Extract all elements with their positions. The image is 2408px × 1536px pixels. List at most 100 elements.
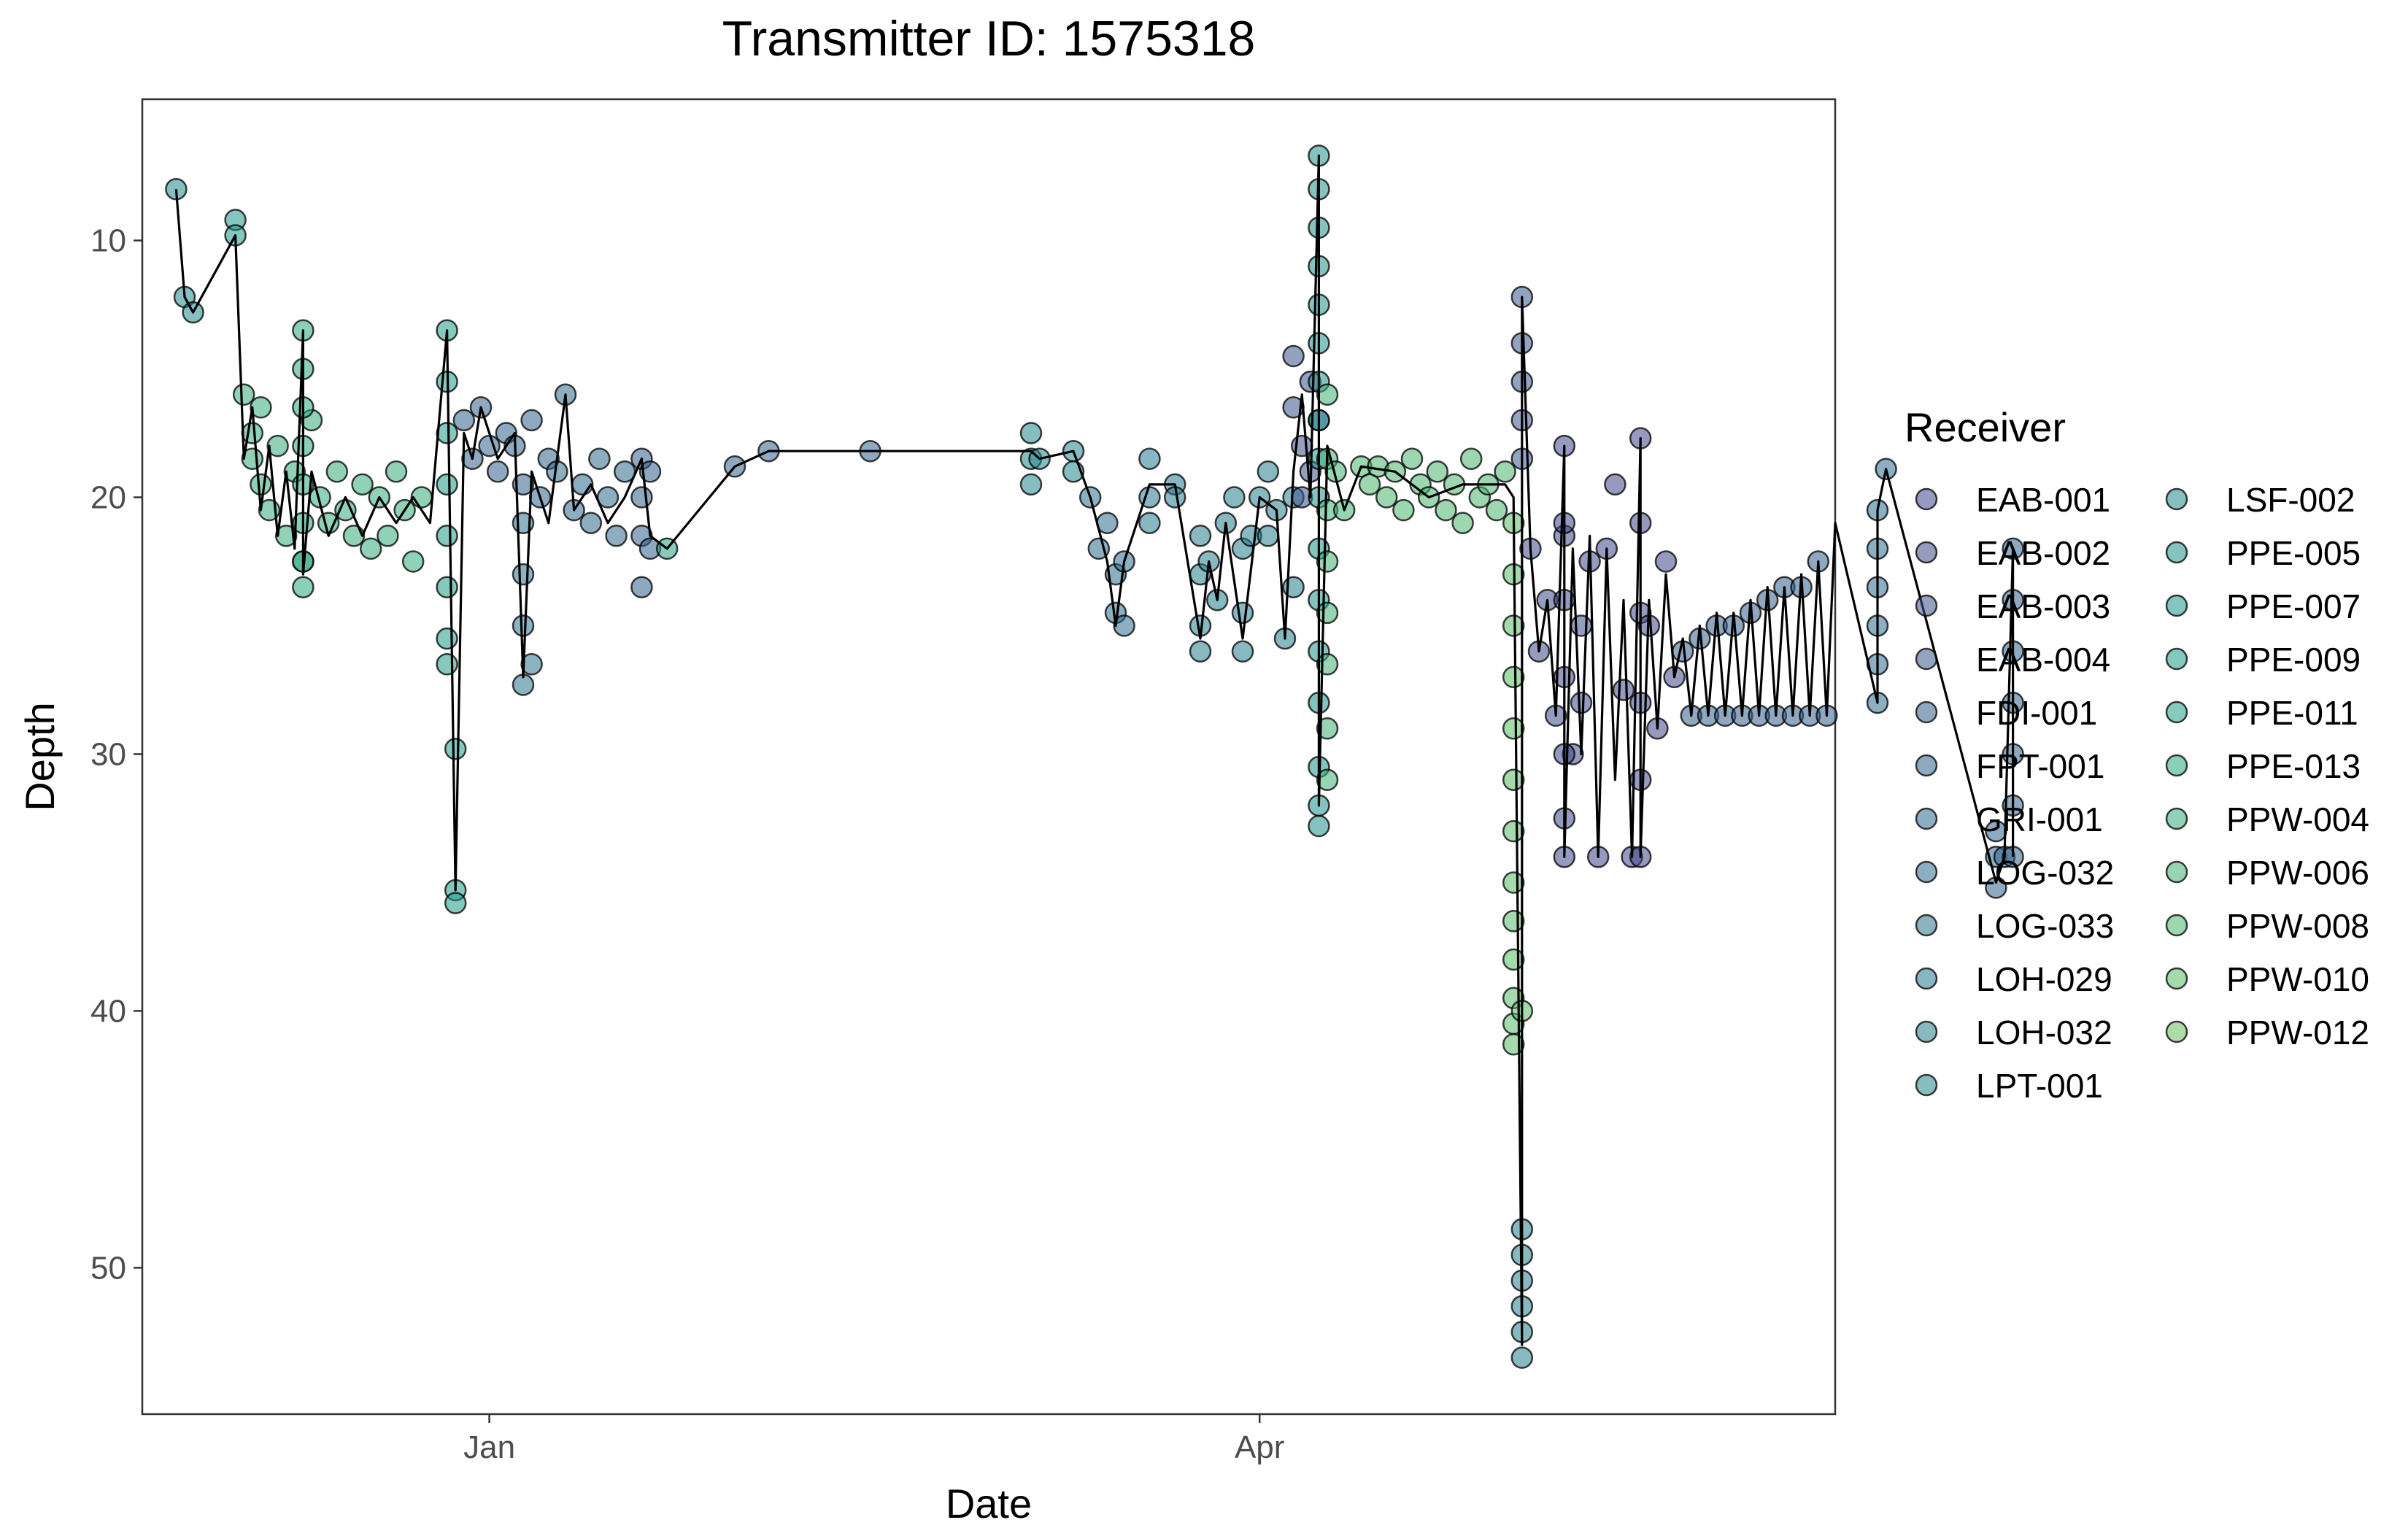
legend-key: [1915, 647, 1938, 671]
legend-item-gri-001: GRI-001: [1915, 800, 2103, 838]
legend-label: LPT-001: [1976, 1067, 2103, 1105]
data-point: [1316, 601, 1339, 625]
legend-item-loh-032: LOH-032: [1915, 1014, 2112, 1051]
legend-label: EAB-003: [1976, 587, 2110, 625]
data-point: [1019, 473, 1043, 496]
data-point: [1257, 460, 1280, 483]
plot-area: [141, 98, 2024, 1416]
data-point: [1400, 447, 1424, 470]
legend-item-ppw-010: PPW-010: [2165, 960, 2369, 998]
legend-key: [1915, 914, 1938, 937]
data-point: [452, 409, 476, 432]
data-point: [1985, 876, 2007, 899]
data-point: [444, 892, 467, 914]
data-point: [630, 486, 653, 509]
legend-label: EAB-001: [1976, 481, 2110, 519]
plot-panel-border: [141, 98, 1837, 1416]
data-point: [588, 447, 611, 470]
data-point: [377, 525, 399, 547]
data-point: [1459, 447, 1483, 470]
legend-key: [2165, 967, 2188, 990]
legend-key: [2165, 487, 2188, 511]
data-point: [1316, 717, 1339, 740]
data-point: [1019, 422, 1043, 444]
data-point: [317, 512, 340, 534]
data-point: [638, 460, 662, 483]
data-point: [436, 576, 458, 598]
legend-label: LOG-032: [1976, 854, 2114, 892]
series-fdi-001: [630, 447, 662, 598]
data-point: [401, 550, 425, 573]
data-point: [1375, 486, 1398, 509]
legend-key: [1915, 860, 1938, 884]
data-point: [520, 653, 543, 676]
data-point: [1502, 910, 1525, 933]
data-point: [241, 422, 264, 444]
legend-key: [1915, 594, 1938, 617]
data-point: [1510, 1346, 1534, 1369]
y-tick-label: 10: [90, 223, 126, 259]
legend-key: [2165, 541, 2188, 564]
legend-label: FDI-001: [1976, 694, 2097, 732]
series-loh-032: [1189, 460, 1305, 663]
legend-item-eab-003: EAB-003: [1915, 587, 2110, 625]
data-point: [1316, 550, 1339, 573]
y-axis-label: Depth: [17, 702, 63, 811]
legend-key: [1915, 807, 1938, 830]
data-point: [436, 473, 458, 496]
data-point: [512, 563, 535, 586]
y-tick-label: 50: [90, 1250, 126, 1286]
legend-item-loh-029: LOH-029: [1915, 960, 2112, 998]
legend-label: PPE-007: [2226, 587, 2361, 625]
data-point: [1502, 614, 1525, 637]
data-point: [436, 653, 458, 676]
legend-label: LOH-032: [1976, 1014, 2112, 1051]
data-point: [436, 627, 458, 650]
series-log-032: [1078, 486, 1135, 637]
x-axis-label: Date: [946, 1481, 1032, 1527]
data-point: [1223, 486, 1246, 509]
data-point: [1570, 614, 1593, 637]
data-point: [292, 576, 314, 598]
data-point: [520, 409, 543, 432]
track-line: [174, 154, 2015, 1346]
legend-label: LOH-029: [1976, 960, 2112, 998]
legend-label: PPE-013: [2226, 747, 2361, 785]
legend-key: [2165, 860, 2188, 884]
data-point: [274, 525, 298, 547]
data-point: [1502, 768, 1525, 791]
data-point: [1316, 768, 1339, 791]
legend-item-eab-004: EAB-004: [1915, 641, 2110, 679]
data-point: [579, 512, 603, 534]
legend-item-lpt-001: LPT-001: [1915, 1067, 2103, 1105]
legend-item-log-033: LOG-033: [1915, 907, 2114, 945]
data-point: [1494, 460, 1516, 483]
data-point: [1426, 460, 1449, 483]
legend-key: [2165, 647, 2188, 671]
data-point: [1451, 512, 1474, 534]
legend-label: PPW-008: [2226, 907, 2369, 945]
chart-title: Transmitter ID: 1575318: [722, 11, 1256, 66]
data-point: [1316, 383, 1339, 406]
data-point: [1189, 525, 1212, 547]
data-point: [250, 473, 272, 496]
legend-label: EAB-004: [1976, 641, 2110, 679]
data-point: [486, 460, 509, 483]
legend-key: [2165, 1020, 2188, 1043]
data-point: [266, 434, 289, 458]
data-point: [1654, 550, 1678, 573]
data-point: [1502, 1033, 1525, 1056]
data-point: [351, 473, 374, 496]
data-point: [1113, 614, 1135, 637]
track-path: [174, 154, 2015, 1346]
legend-label: EAB-002: [1976, 534, 2110, 572]
legend-item-log-032: LOG-032: [1915, 854, 2114, 892]
data-point: [1308, 814, 1330, 838]
legend-label: PPE-005: [2226, 534, 2361, 572]
data-point: [1138, 447, 1161, 470]
data-point: [334, 498, 357, 522]
legend-key: [1915, 1073, 1938, 1097]
data-point: [1392, 498, 1415, 522]
legend-item-eab-001: EAB-001: [1915, 481, 2110, 519]
